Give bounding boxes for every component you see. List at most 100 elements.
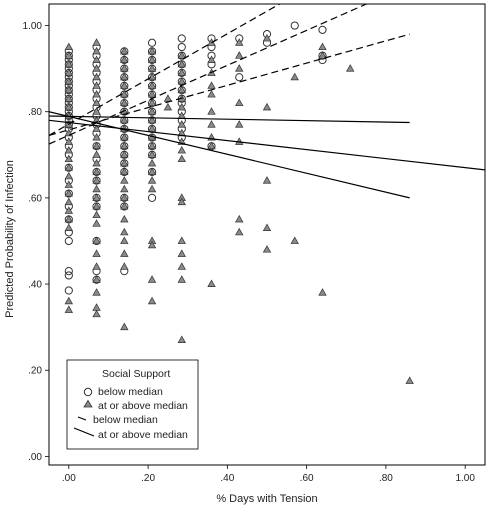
point-at-or-above-median	[147, 167, 157, 175]
point-at-or-above-median	[120, 98, 129, 107]
point-at-or-above-median	[92, 193, 101, 201]
point-at-or-above-median	[64, 102, 74, 111]
point-at-or-above-median	[177, 145, 186, 154]
point-at-or-above-median	[92, 89, 101, 98]
fit-line-at-or-above-median	[49, 115, 410, 124]
point-at-or-above-median	[163, 94, 173, 102]
point-at-or-above-median	[120, 201, 129, 210]
point-at-or-above-median	[147, 176, 157, 184]
point-at-or-above-median	[120, 55, 129, 63]
y-tick-label: .20	[28, 366, 42, 377]
point-at-or-above-median	[147, 275, 157, 283]
point-at-or-above-median	[177, 102, 186, 111]
point-at-or-above-median	[92, 46, 101, 55]
point-at-or-above-median	[262, 245, 272, 253]
point-at-or-above-median	[92, 133, 101, 141]
point-at-or-above-median	[92, 81, 101, 89]
point-at-or-above-median	[177, 68, 186, 76]
point-at-or-above-median	[120, 72, 129, 81]
point-at-or-above-median	[64, 145, 74, 154]
point-at-or-above-median	[92, 158, 101, 167]
point-at-or-above-median	[92, 184, 101, 193]
point-at-or-above-median	[92, 64, 101, 72]
point-at-or-above-median	[147, 141, 157, 150]
point-at-or-above-median	[64, 42, 74, 51]
point-at-or-above-median	[92, 210, 101, 219]
point-at-or-above-median	[64, 68, 74, 76]
point-at-or-above-median	[147, 46, 157, 55]
legend-title: Social Support	[102, 368, 170, 380]
point-at-or-above-median	[147, 158, 157, 167]
point-at-or-above-median	[177, 85, 186, 94]
point-at-or-above-median	[235, 51, 244, 59]
point-at-or-above-median	[147, 184, 157, 193]
legend-marker-solid-line	[73, 427, 95, 437]
point-at-or-above-median	[235, 38, 244, 46]
y-tick-label: .40	[28, 280, 42, 291]
point-below-median	[318, 25, 327, 34]
point-at-or-above-median	[177, 77, 186, 85]
legend-marker-triangle	[83, 399, 93, 408]
point-at-or-above-median	[64, 137, 74, 145]
legend: Social Support below median at or above …	[66, 359, 199, 450]
point-at-or-above-median	[92, 201, 101, 210]
point-below-median	[64, 271, 73, 280]
point-at-or-above-median	[147, 81, 157, 89]
point-at-or-above-median	[177, 59, 186, 68]
point-at-or-above-median	[147, 89, 157, 98]
point-at-or-above-median	[262, 176, 272, 184]
point-at-or-above-median	[92, 219, 101, 227]
point-at-or-above-median	[92, 141, 101, 150]
fit-line-at-or-above-median	[49, 111, 410, 199]
point-at-or-above-median	[177, 120, 186, 128]
point-at-or-above-median	[318, 51, 327, 59]
point-at-or-above-median	[346, 64, 355, 72]
point-at-or-above-median	[207, 279, 216, 287]
point-at-or-above-median	[120, 262, 129, 270]
point-at-or-above-median	[120, 64, 129, 72]
legend-label-above-median-line: at or above median	[98, 429, 188, 441]
point-at-or-above-median	[177, 249, 186, 257]
point-at-or-above-median	[207, 107, 216, 115]
point-at-or-above-median	[235, 98, 244, 107]
point-at-or-above-median	[92, 249, 101, 257]
fit-line-below-median	[49, 4, 281, 136]
point-at-or-above-median	[92, 55, 101, 63]
point-at-or-above-median	[235, 120, 244, 128]
point-at-or-above-median	[92, 288, 101, 296]
point-at-or-above-median	[92, 236, 101, 244]
point-at-or-above-median	[207, 81, 216, 89]
point-below-median	[147, 38, 157, 47]
point-at-or-above-median	[177, 154, 186, 163]
y-tick-label: 1.00	[23, 21, 43, 32]
legend-label-above-median-points: at or above median	[98, 400, 188, 412]
point-at-or-above-median	[64, 180, 74, 188]
point-at-or-above-median	[177, 236, 186, 244]
point-at-or-above-median	[177, 197, 186, 206]
y-axis-title: Predicted Probability of Infection	[4, 160, 16, 318]
point-at-or-above-median	[120, 176, 129, 184]
point-at-or-above-median	[318, 42, 327, 51]
point-at-or-above-median	[120, 115, 129, 124]
point-at-or-above-median	[92, 38, 101, 46]
point-at-or-above-median	[147, 296, 157, 305]
point-at-or-above-median	[92, 72, 101, 81]
point-at-or-above-median	[64, 305, 74, 313]
point-at-or-above-median	[207, 120, 216, 128]
point-at-or-above-median	[64, 51, 74, 59]
point-below-median	[64, 236, 73, 246]
point-at-or-above-median	[64, 189, 74, 197]
y-tick-label: .60	[28, 193, 42, 204]
x-tick-label: .00	[62, 473, 76, 484]
point-at-or-above-median	[92, 98, 101, 107]
x-tick-label: .20	[141, 473, 155, 484]
point-at-or-above-median	[207, 55, 216, 63]
point-at-or-above-median	[290, 236, 299, 244]
point-at-or-above-median	[177, 262, 186, 270]
point-at-or-above-median	[64, 163, 74, 171]
x-tick-label: .60	[300, 473, 314, 484]
point-at-or-above-median	[120, 193, 129, 201]
point-at-or-above-median	[163, 102, 173, 111]
point-at-or-above-median	[120, 141, 129, 150]
